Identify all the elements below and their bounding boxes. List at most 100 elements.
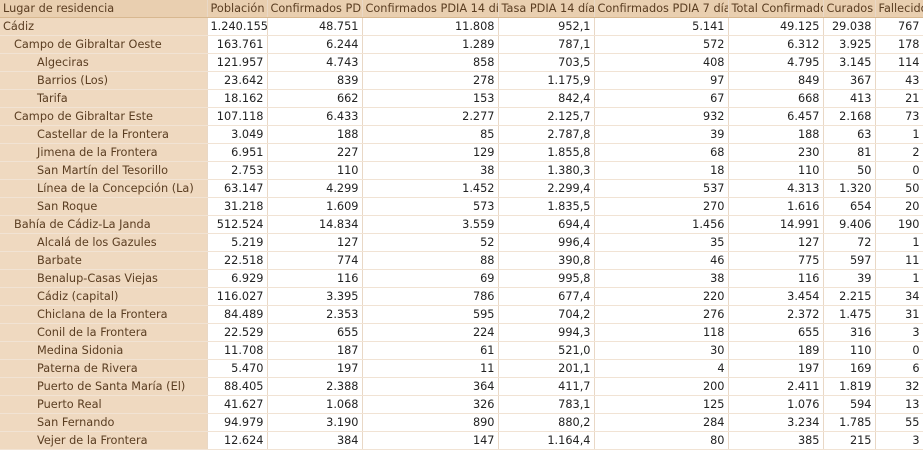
- cell-curados: 215: [823, 431, 876, 450]
- row-label[interactable]: Línea de la Concepción (La): [0, 179, 208, 198]
- cell-confirmados-pdia-14: 786: [362, 287, 499, 306]
- row-label[interactable]: San Fernando: [0, 413, 208, 432]
- cell-confirmados-pdia-14: 61: [362, 341, 499, 360]
- cell-poblacion: 3.049: [207, 125, 268, 144]
- header-confirmados-pdia-7[interactable]: Confirmados PDIA 7 días: [594, 0, 729, 18]
- cell-tasa-pdia-14: 996,4: [498, 233, 595, 252]
- row-label[interactable]: Puerto de Santa María (El): [0, 377, 208, 396]
- header-tasa-pdia-14[interactable]: Tasa PDIA 14 días: [498, 0, 595, 18]
- table-row: Cádiz 1.240.155 48.751 11.808 952,1 5.141 49.1…: [0, 17, 923, 36]
- cell-fallecidos: 43: [875, 71, 923, 90]
- cell-poblacion: 2.753: [207, 161, 268, 180]
- cell-confirmados-pdia-14: 11: [362, 359, 499, 378]
- header-lugar[interactable]: Lugar de residencia: [0, 0, 208, 18]
- table-row: Algeciras 121.957 4.743 858 703,5 408 4.795 3.1…: [0, 53, 923, 72]
- cell-total-confirmados: 2.411: [728, 377, 824, 396]
- row-label[interactable]: Conil de la Frontera: [0, 323, 208, 342]
- row-label[interactable]: Campo de Gibraltar Este: [0, 107, 208, 126]
- cell-confirmados-pdia: 3.190: [267, 413, 363, 432]
- header-confirmados-pdia[interactable]: Confirmados PDIA: [267, 0, 363, 18]
- row-label[interactable]: Puerto Real: [0, 395, 208, 414]
- cell-curados: 3.145: [823, 53, 876, 72]
- row-label[interactable]: Jimena de la Frontera: [0, 143, 208, 162]
- cell-poblacion: 88.405: [207, 377, 268, 396]
- cell-confirmados-pdia-7: 35: [594, 233, 729, 252]
- cell-tasa-pdia-14: 994,3: [498, 323, 595, 342]
- cell-tasa-pdia-14: 704,2: [498, 305, 595, 324]
- cell-curados: 9.406: [823, 215, 876, 234]
- cell-fallecidos: 178: [875, 35, 923, 54]
- cell-confirmados-pdia-7: 80: [594, 431, 729, 450]
- row-label[interactable]: Castellar de la Frontera: [0, 125, 208, 144]
- row-label[interactable]: Algeciras: [0, 53, 208, 72]
- table-row: San Roque 31.218 1.609 573 1.835,5 270 1.616 65…: [0, 197, 923, 216]
- table-row: Castellar de la Frontera 3.049 188 85 2.787,…: [0, 125, 923, 144]
- row-label[interactable]: Cádiz (capital): [0, 287, 208, 306]
- cell-curados: 50: [823, 161, 876, 180]
- cell-curados: 597: [823, 251, 876, 270]
- row-label[interactable]: Bahía de Cádiz-La Janda: [0, 215, 208, 234]
- cell-confirmados-pdia-14: 52: [362, 233, 499, 252]
- cell-tasa-pdia-14: 677,4: [498, 287, 595, 306]
- cell-poblacion: 63.147: [207, 179, 268, 198]
- cell-tasa-pdia-14: 1.835,5: [498, 197, 595, 216]
- row-label[interactable]: Vejer de la Frontera: [0, 431, 208, 450]
- cell-poblacion: 121.957: [207, 53, 268, 72]
- cell-confirmados-pdia-14: 1.289: [362, 35, 499, 54]
- row-label[interactable]: San Roque: [0, 197, 208, 216]
- cell-curados: 1.320: [823, 179, 876, 198]
- cell-confirmados-pdia: 4.743: [267, 53, 363, 72]
- cell-total-confirmados: 127: [728, 233, 824, 252]
- cell-total-confirmados: 116: [728, 269, 824, 288]
- header-confirmados-pdia-14[interactable]: Confirmados PDIA 14 días: [362, 0, 499, 18]
- row-label[interactable]: Medina Sidonia: [0, 341, 208, 360]
- row-label[interactable]: Paterna de Rivera: [0, 359, 208, 378]
- header-poblacion[interactable]: Población: [207, 0, 268, 18]
- cell-poblacion: 1.240.155: [207, 17, 268, 36]
- cell-total-confirmados: 668: [728, 89, 824, 108]
- row-label[interactable]: Cádiz: [0, 17, 208, 36]
- cell-curados: 1.475: [823, 305, 876, 324]
- cell-confirmados-pdia-14: 364: [362, 377, 499, 396]
- cell-fallecidos: 73: [875, 107, 923, 126]
- cell-total-confirmados: 230: [728, 143, 824, 162]
- cell-fallecidos: 6: [875, 359, 923, 378]
- cell-fallecidos: 190: [875, 215, 923, 234]
- cell-poblacion: 6.951: [207, 143, 268, 162]
- cell-confirmados-pdia-14: 224: [362, 323, 499, 342]
- cell-confirmados-pdia-14: 38: [362, 161, 499, 180]
- cell-confirmados-pdia: 188: [267, 125, 363, 144]
- header-total-confirmados[interactable]: Total Confirmados: [728, 0, 824, 18]
- cell-curados: 39: [823, 269, 876, 288]
- header-curados[interactable]: Curados: [823, 0, 876, 18]
- cell-fallecidos: 2: [875, 143, 923, 162]
- row-label[interactable]: Alcalá de los Gazules: [0, 233, 208, 252]
- row-label[interactable]: Barrios (Los): [0, 71, 208, 90]
- row-label[interactable]: Campo de Gibraltar Oeste: [0, 35, 208, 54]
- cell-confirmados-pdia-7: 18: [594, 161, 729, 180]
- row-label[interactable]: Tarifa: [0, 89, 208, 108]
- cell-confirmados-pdia-14: 595: [362, 305, 499, 324]
- cell-confirmados-pdia-7: 220: [594, 287, 729, 306]
- cell-confirmados-pdia-7: 38: [594, 269, 729, 288]
- cell-curados: 316: [823, 323, 876, 342]
- header-fallecidos[interactable]: Fallecidos: [875, 0, 923, 18]
- cell-confirmados-pdia: 14.834: [267, 215, 363, 234]
- cell-tasa-pdia-14: 2.299,4: [498, 179, 595, 198]
- cell-confirmados-pdia: 116: [267, 269, 363, 288]
- row-label[interactable]: San Martín del Tesorillo: [0, 161, 208, 180]
- cell-total-confirmados: 188: [728, 125, 824, 144]
- cell-total-confirmados: 2.372: [728, 305, 824, 324]
- row-label[interactable]: Barbate: [0, 251, 208, 270]
- row-label[interactable]: Chiclana de la Frontera: [0, 305, 208, 324]
- cell-fallecidos: 0: [875, 341, 923, 360]
- cell-curados: 169: [823, 359, 876, 378]
- cell-confirmados-pdia: 774: [267, 251, 363, 270]
- cell-fallecidos: 13: [875, 395, 923, 414]
- header-row: Lugar de residencia Población Confirmado…: [0, 0, 923, 18]
- cell-total-confirmados: 3.454: [728, 287, 824, 306]
- row-label[interactable]: Benalup-Casas Viejas: [0, 269, 208, 288]
- cell-tasa-pdia-14: 1.164,4: [498, 431, 595, 450]
- cell-curados: 1.819: [823, 377, 876, 396]
- cell-tasa-pdia-14: 995,8: [498, 269, 595, 288]
